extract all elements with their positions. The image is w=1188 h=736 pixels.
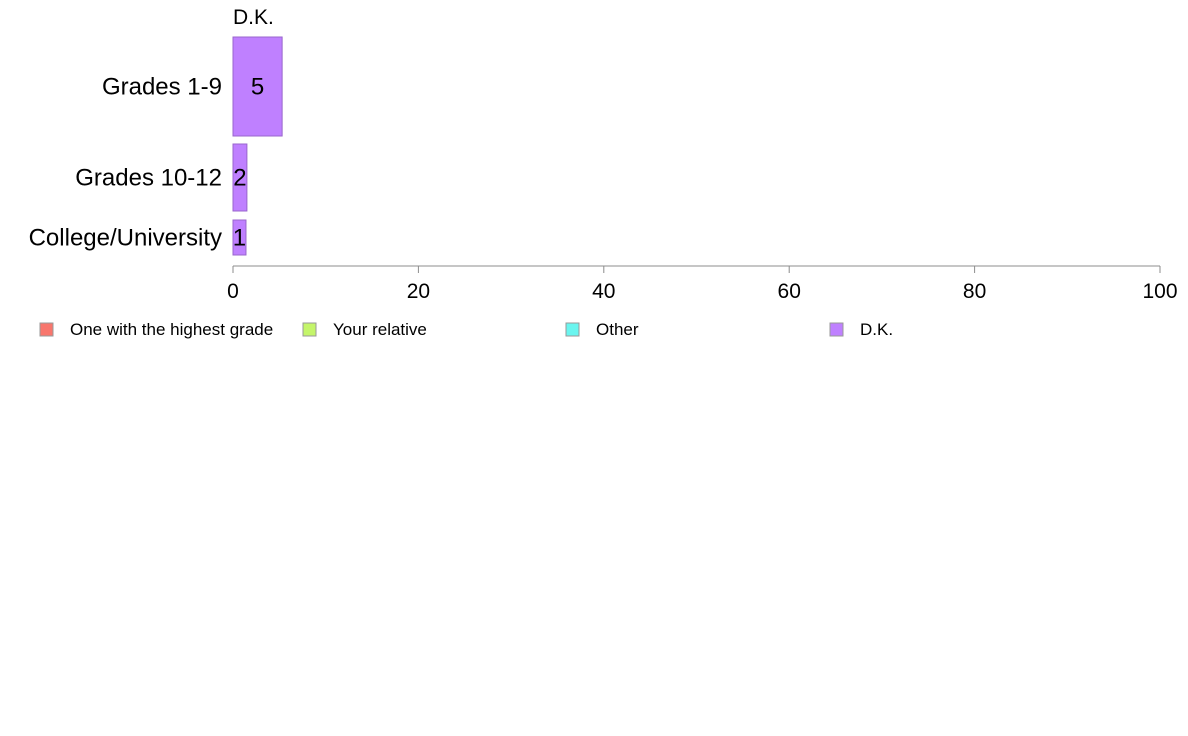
data-label: 5	[251, 74, 264, 101]
x-tick-label: 0	[227, 280, 239, 303]
x-tick-label: 40	[592, 280, 615, 303]
x-axis: 0 20 40 60 80 100	[227, 265, 1178, 303]
legend-swatch	[39, 322, 54, 337]
legend-swatch	[829, 322, 844, 337]
x-tick-label: 80	[963, 280, 986, 303]
bar-1-series-4	[232, 36, 283, 137]
bar-2-series-4	[232, 143, 248, 212]
bar-3-series-4	[232, 219, 247, 256]
data-label: 2	[233, 165, 246, 192]
x-tick-label: 60	[778, 280, 801, 303]
legend-label: Your relative	[333, 320, 427, 339]
data-labels: 5 2 1	[233, 74, 264, 252]
x-tick-label: 100	[1142, 280, 1177, 303]
legend: One with the highest grade Your relative O…	[39, 320, 893, 339]
bars-group	[232, 36, 283, 256]
legend-label: Other	[596, 320, 639, 339]
category-labels: Grades 1-9 Grades 10-12 College/University	[29, 74, 222, 252]
legend-swatch	[565, 322, 580, 337]
legend-label: One with the highest grade	[70, 320, 273, 339]
panel-title: D.K.	[233, 6, 274, 29]
category-label: Grades 10-12	[75, 165, 222, 192]
category-label: Grades 1-9	[102, 74, 222, 101]
data-label: 1	[233, 225, 246, 252]
category-label: College/University	[29, 225, 222, 252]
legend-swatch	[302, 322, 317, 337]
x-tick-label: 20	[407, 280, 430, 303]
legend-label: D.K.	[860, 320, 893, 339]
